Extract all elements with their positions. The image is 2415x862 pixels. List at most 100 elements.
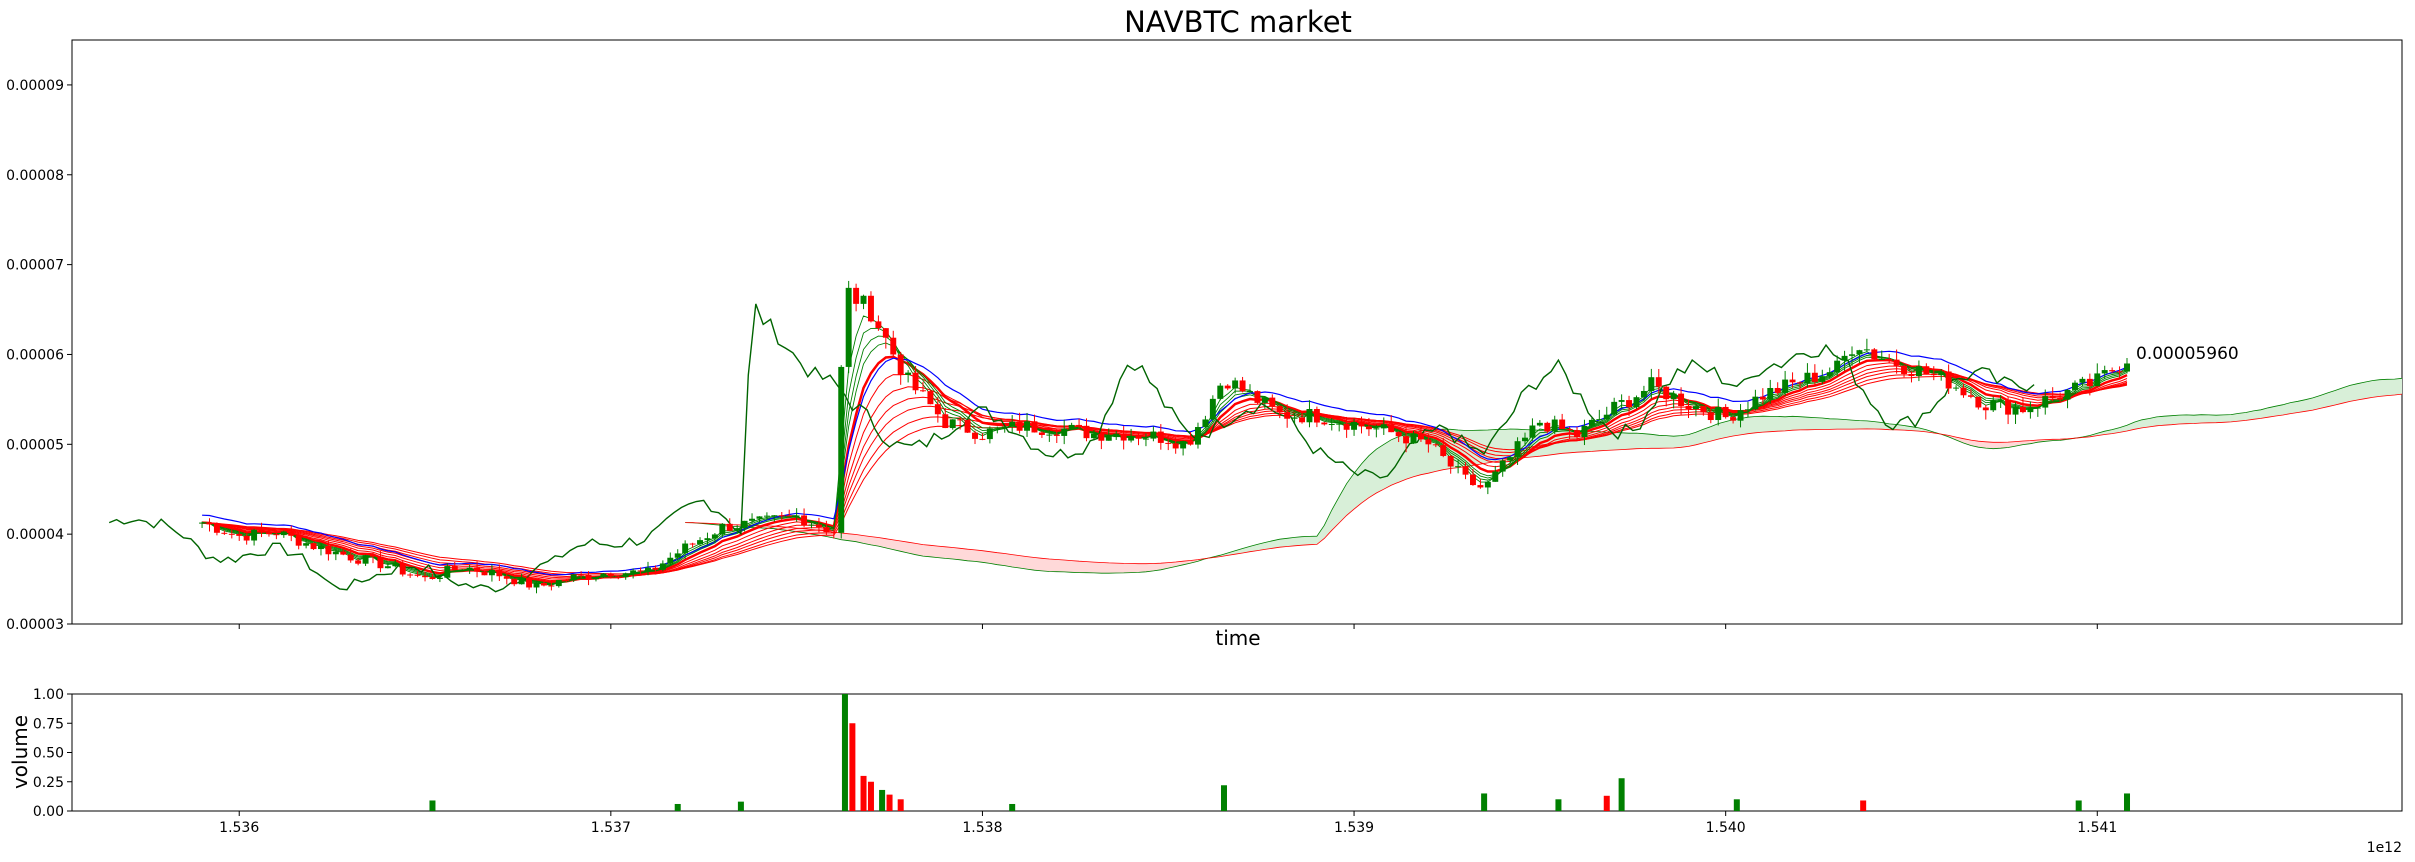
candle-body xyxy=(637,570,644,572)
candle-body xyxy=(570,574,577,581)
candle-body xyxy=(1462,466,1469,475)
candle-body xyxy=(875,321,882,329)
candle-body xyxy=(295,535,302,546)
candle-body xyxy=(1811,372,1818,382)
candle-body xyxy=(1009,421,1016,427)
main-plot-area xyxy=(108,280,2402,594)
ma-ribbon-line xyxy=(202,370,2128,578)
candle-body xyxy=(1432,444,1439,446)
candle-body xyxy=(1670,393,1677,400)
candle-body xyxy=(1232,380,1239,389)
candle-body xyxy=(667,557,674,564)
volume-bar xyxy=(1220,785,1227,811)
candle-body xyxy=(1707,412,1714,421)
candle-body xyxy=(310,543,317,550)
candle-body xyxy=(1901,365,1908,374)
candle-body xyxy=(288,531,295,536)
candle-body xyxy=(1209,398,1216,420)
volume-bar xyxy=(897,799,904,811)
candle-body xyxy=(1692,406,1699,410)
candle-body xyxy=(1640,390,1647,398)
cloud-line-b xyxy=(685,393,2402,565)
candle-body xyxy=(436,577,443,579)
candle-body xyxy=(1967,395,1974,397)
candle-body xyxy=(1767,387,1774,400)
candle-body xyxy=(2057,397,2064,400)
candle-body xyxy=(1388,424,1395,433)
candle-body xyxy=(1826,372,1833,377)
main-x-axis xyxy=(238,624,2098,629)
candle-body xyxy=(1536,422,1543,426)
candle-body xyxy=(1016,421,1023,431)
candle-body xyxy=(1098,433,1105,441)
candle-body xyxy=(1076,424,1083,426)
candle-body xyxy=(1024,421,1031,431)
cloud-segment xyxy=(1212,416,1934,558)
y-tick-label: 0.00008 xyxy=(6,168,64,184)
candle-body xyxy=(882,328,889,338)
candle-body xyxy=(659,563,666,570)
candle-body xyxy=(674,553,681,558)
candle-body xyxy=(1492,471,1499,482)
candle-body xyxy=(1975,396,1982,408)
volume-bar xyxy=(867,781,874,811)
candle-body xyxy=(704,538,711,541)
x-axis-label: time xyxy=(1215,626,1260,650)
candle-body xyxy=(1499,460,1506,472)
candle-body xyxy=(1997,399,2004,401)
candle-body xyxy=(1343,423,1350,430)
candle-body xyxy=(1395,432,1402,437)
ma-ribbon-line xyxy=(202,362,2128,582)
candle-body xyxy=(236,533,243,536)
candle-body xyxy=(347,554,354,561)
candle-body xyxy=(630,570,637,574)
candle-body xyxy=(518,577,525,585)
candle-body xyxy=(340,551,347,555)
candle-body xyxy=(1678,393,1685,407)
candle-body xyxy=(1165,442,1172,444)
last-price-label: 0.00005960 xyxy=(2136,344,2239,364)
candle-body xyxy=(2072,382,2078,390)
candle-body xyxy=(1321,422,1328,425)
candle-body xyxy=(1417,433,1424,440)
candle-body xyxy=(1551,419,1558,432)
candle-body xyxy=(2049,396,2056,398)
candle-body xyxy=(2064,389,2071,400)
x-tick-label: 1.536 xyxy=(219,820,259,836)
candle-body xyxy=(1120,433,1127,441)
ma-ribbon-line xyxy=(202,375,2128,575)
x-tick-label: 1.540 xyxy=(1706,820,1746,836)
candle-body xyxy=(1544,422,1551,432)
candle-body xyxy=(741,520,748,529)
candle-body xyxy=(213,524,220,533)
candle-body xyxy=(459,569,466,571)
candle-body xyxy=(481,571,488,576)
volume-bar xyxy=(2124,793,2131,811)
candle-body xyxy=(1447,455,1454,467)
candle-body xyxy=(1046,434,1053,436)
candle-body xyxy=(1336,423,1343,425)
candle-body xyxy=(801,515,808,526)
candle-body xyxy=(1782,379,1789,393)
blue-indicator-line xyxy=(202,350,2128,576)
candle-body xyxy=(1187,441,1194,445)
candle-body xyxy=(1655,377,1662,387)
candle-body xyxy=(957,419,964,421)
candle-body xyxy=(986,428,993,440)
candle-body xyxy=(2012,406,2019,415)
candle-body xyxy=(563,580,570,582)
candle-body xyxy=(838,366,845,533)
candle-body xyxy=(318,545,324,550)
candle-body xyxy=(2019,406,2026,413)
candle-body xyxy=(1514,441,1521,458)
candle-body xyxy=(1982,407,1989,411)
volume-bar xyxy=(1618,778,1625,811)
candle-body xyxy=(808,524,815,526)
candle-body xyxy=(1001,426,1008,428)
volume-bar xyxy=(879,789,886,811)
volume-bar xyxy=(2075,800,2082,811)
volume-y-tick-label: 0.50 xyxy=(33,746,64,762)
candle-body xyxy=(540,583,547,586)
candle-body xyxy=(1068,424,1075,429)
candle-body xyxy=(221,532,228,534)
